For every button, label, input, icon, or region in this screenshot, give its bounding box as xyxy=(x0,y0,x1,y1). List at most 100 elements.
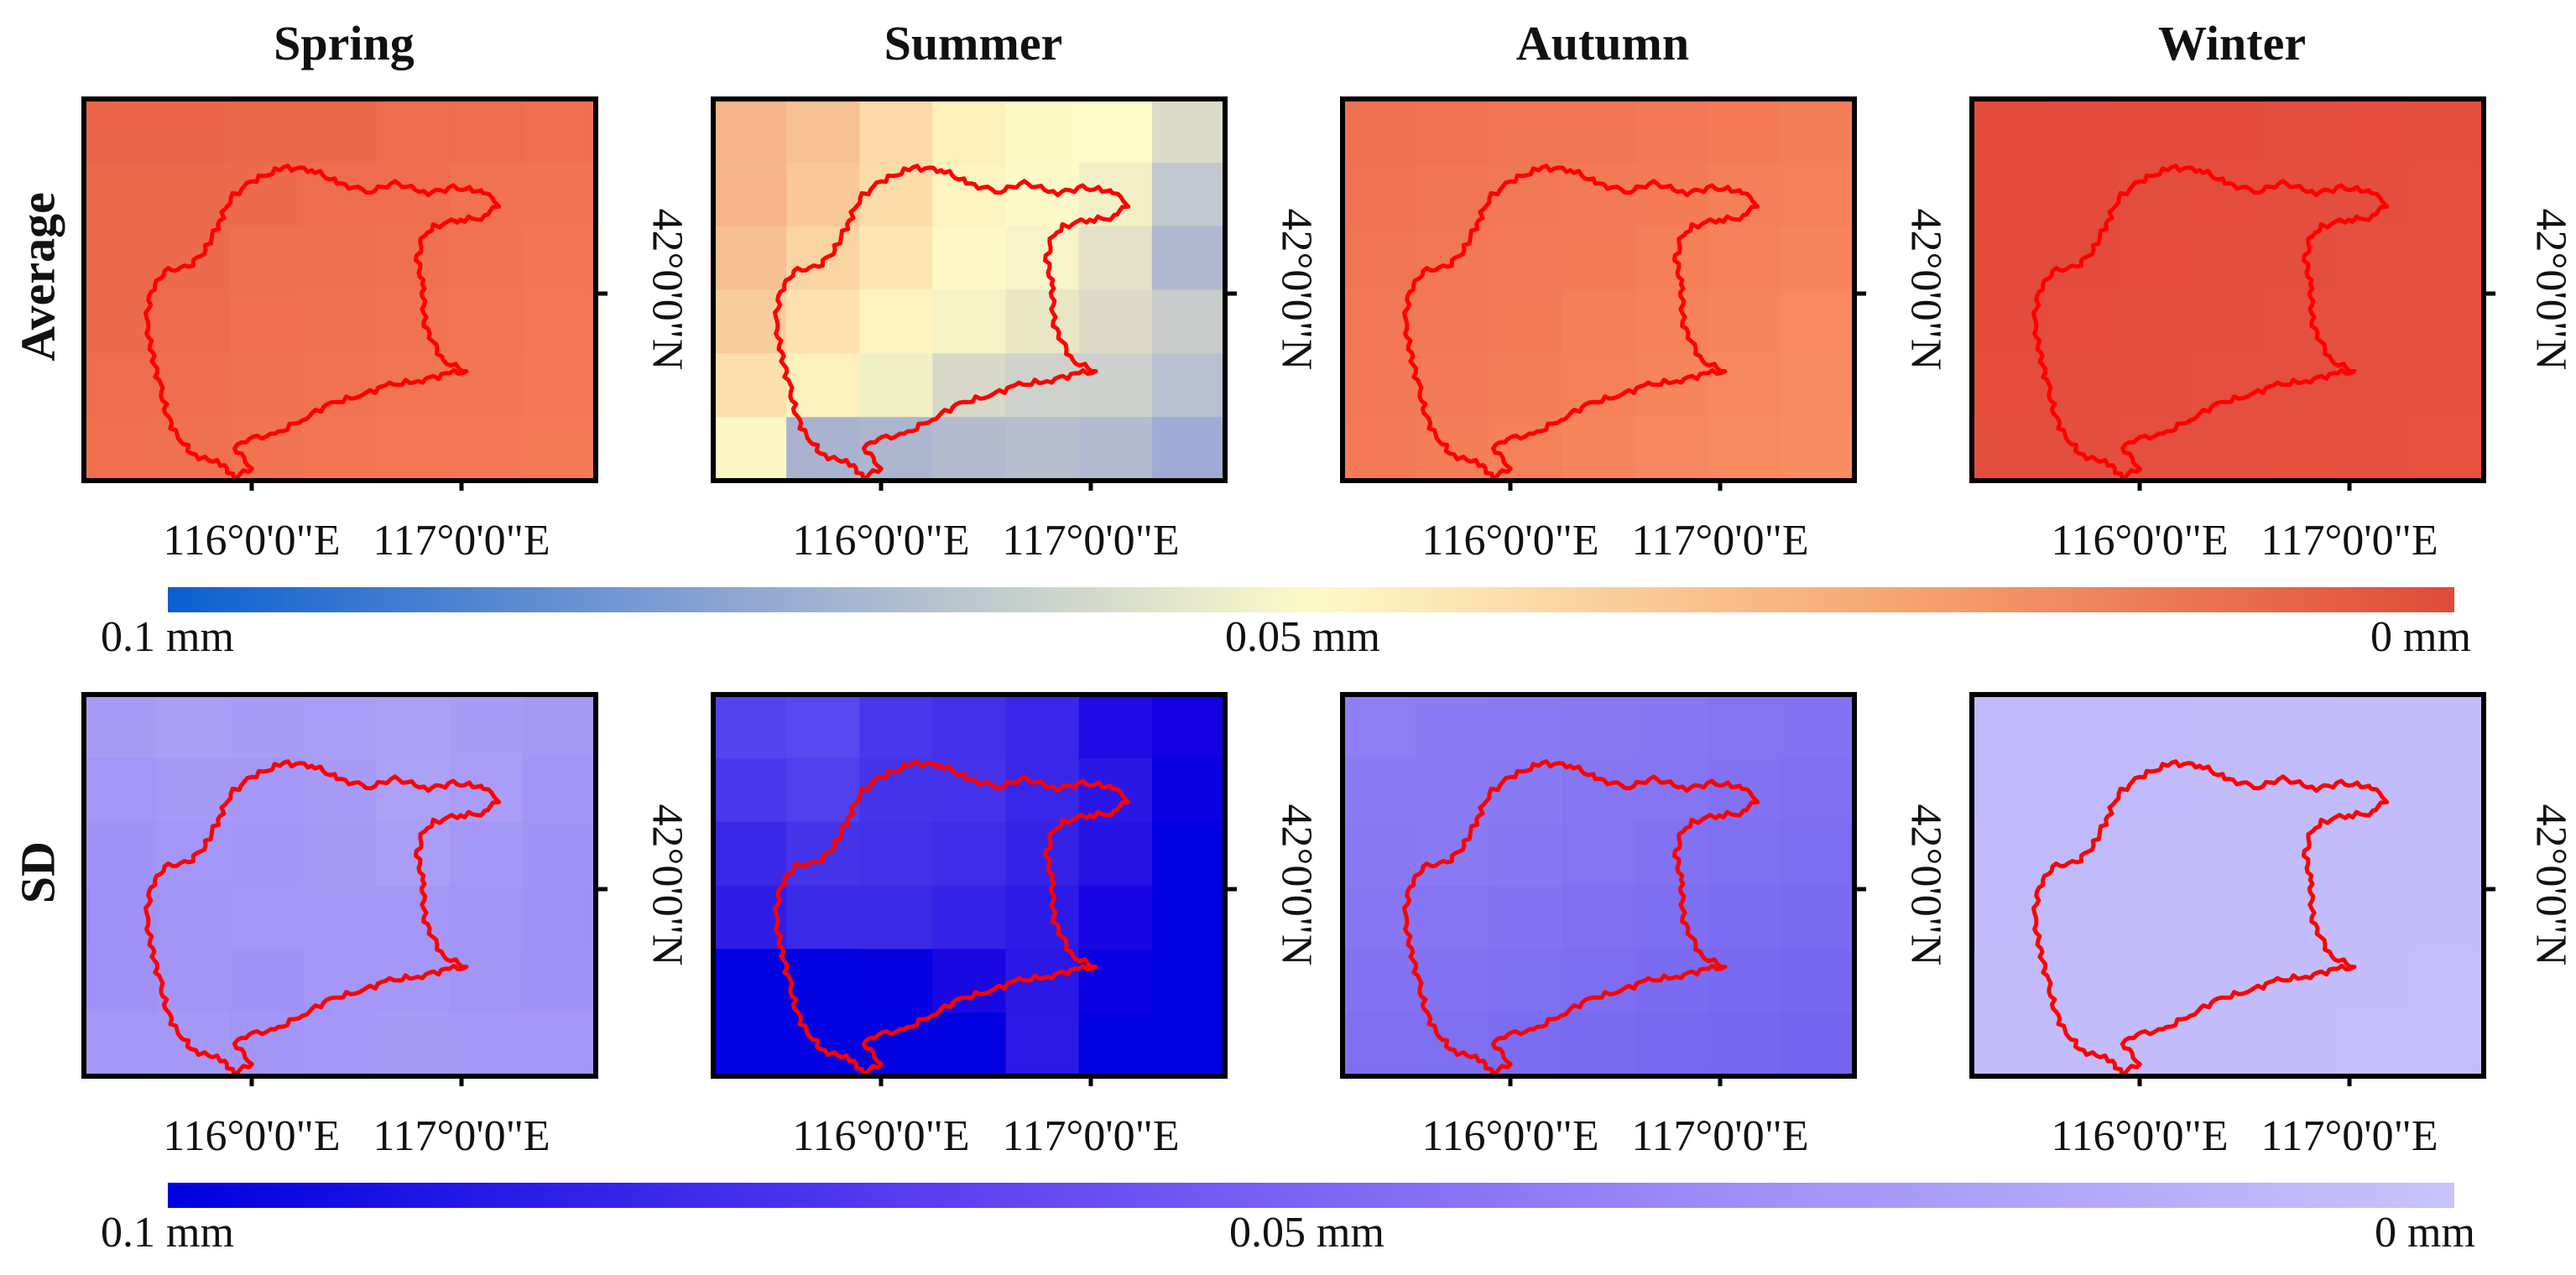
grid-cell xyxy=(1343,289,1416,354)
basin-boundary xyxy=(143,164,502,481)
lat-label: 42°0'0"N xyxy=(643,804,691,966)
grid-cell xyxy=(786,949,860,1013)
grid-cell xyxy=(1562,289,1636,354)
grid-cell xyxy=(2264,289,2339,354)
grid-cell xyxy=(157,885,231,950)
grid-cell xyxy=(449,695,524,759)
grid-cell xyxy=(230,99,305,164)
grid-cell xyxy=(1635,885,1709,950)
grid-cell xyxy=(1489,289,1563,354)
grid-cell xyxy=(303,99,378,164)
grid-cell xyxy=(303,226,378,291)
grid-cell xyxy=(157,695,231,759)
grid-cell xyxy=(1416,885,1489,950)
sd-colorbar-label-left: 0.1 mm xyxy=(101,1209,234,1257)
average-colorbar-label-mid: 0.05 mm xyxy=(1225,613,1380,661)
grid-cell xyxy=(2191,417,2266,481)
grid-cell xyxy=(157,949,231,1013)
grid-cell xyxy=(1562,99,1636,164)
grid-cell xyxy=(932,1012,1007,1077)
grid-cell xyxy=(859,757,934,823)
grid-cell xyxy=(2118,695,2193,759)
grid-cell xyxy=(713,1012,787,1077)
grid-cell xyxy=(2264,99,2339,164)
grid-cell xyxy=(1635,226,1709,291)
grid-cell xyxy=(449,99,524,164)
grid-cell xyxy=(2191,1012,2266,1077)
grid-cell xyxy=(303,1012,378,1077)
grid-cell xyxy=(1343,695,1416,759)
grid-cell xyxy=(1972,353,2046,418)
grid-cell xyxy=(932,353,1007,418)
grid-cell xyxy=(1078,289,1153,354)
grid-cell xyxy=(1972,695,2046,759)
grid-cell xyxy=(2410,417,2485,481)
grid-cell xyxy=(713,885,787,950)
grid-cell xyxy=(1416,757,1489,823)
grid-cell xyxy=(2191,821,2266,887)
grid-cell xyxy=(859,885,934,950)
grid-cell xyxy=(376,757,451,823)
grid-cell xyxy=(157,99,231,164)
grid-cell xyxy=(2191,885,2266,950)
grid-cell xyxy=(1635,1012,1709,1077)
grid-cell xyxy=(1708,353,1782,418)
grid-cell xyxy=(2410,821,2485,887)
grid-cell xyxy=(84,949,158,1013)
grid-cell xyxy=(1078,1012,1153,1077)
lon-label-117: 117°0'0"E xyxy=(373,517,550,565)
grid-cell xyxy=(522,1012,597,1077)
map-frame xyxy=(1969,96,2486,483)
lon-label-116: 116°0'0"E xyxy=(792,517,970,565)
grid-cell xyxy=(84,821,158,887)
grid-cell xyxy=(2264,417,2339,481)
grid-cell xyxy=(1972,885,2046,950)
grid-cell xyxy=(522,885,597,950)
grid-cell xyxy=(1078,226,1153,291)
season-title-winter: Winter xyxy=(2157,16,2307,70)
lat-label: 42°0'0"N xyxy=(1901,208,1950,371)
grid-cell xyxy=(932,289,1007,354)
grid-cell xyxy=(2118,949,2193,1013)
grid-cell xyxy=(522,821,597,887)
basin-boundary xyxy=(1402,759,1760,1076)
grid-cell xyxy=(2410,353,2485,418)
grid-cell xyxy=(1416,1012,1489,1077)
grid-cell xyxy=(1151,226,1226,291)
map-frame xyxy=(81,96,598,483)
grid-cell xyxy=(2337,99,2412,164)
grid-cell xyxy=(1489,695,1563,759)
grid-cell xyxy=(713,417,787,481)
grid-cell xyxy=(1562,353,1636,418)
grid-cell xyxy=(1781,353,1855,418)
grid-cell xyxy=(932,417,1007,481)
grid-cell xyxy=(84,226,158,291)
grid-cell xyxy=(1005,162,1080,227)
grid-cell xyxy=(1635,821,1709,887)
grid-cell xyxy=(2191,949,2266,1013)
grid-cell xyxy=(2410,99,2485,164)
grid-cell xyxy=(157,757,231,823)
grid-cell xyxy=(1708,695,1782,759)
lon-label-117: 117°0'0"E xyxy=(1631,517,1809,565)
basin-boundary xyxy=(773,164,1131,481)
grid-cell xyxy=(2337,821,2412,887)
grid-cell xyxy=(1781,695,1855,759)
grid-cell xyxy=(376,695,451,759)
grid-cell xyxy=(2118,757,2193,823)
grid-cell xyxy=(1562,417,1636,481)
grid-cell xyxy=(376,885,451,950)
grid-cell xyxy=(522,226,597,291)
grid-cell xyxy=(1343,99,1416,164)
grid-cell xyxy=(1972,1012,2046,1077)
grid-cell xyxy=(859,695,934,759)
grid-cell xyxy=(932,226,1007,291)
grid-cell xyxy=(2118,885,2193,950)
grid-cell xyxy=(2118,289,2193,354)
grid-cell xyxy=(2337,353,2412,418)
grid-cell xyxy=(522,289,597,354)
grid-cell xyxy=(713,949,787,1013)
grid-cell xyxy=(1489,949,1563,1013)
lon-label-116: 116°0'0"E xyxy=(2051,517,2229,565)
grid-cell xyxy=(1343,162,1416,227)
